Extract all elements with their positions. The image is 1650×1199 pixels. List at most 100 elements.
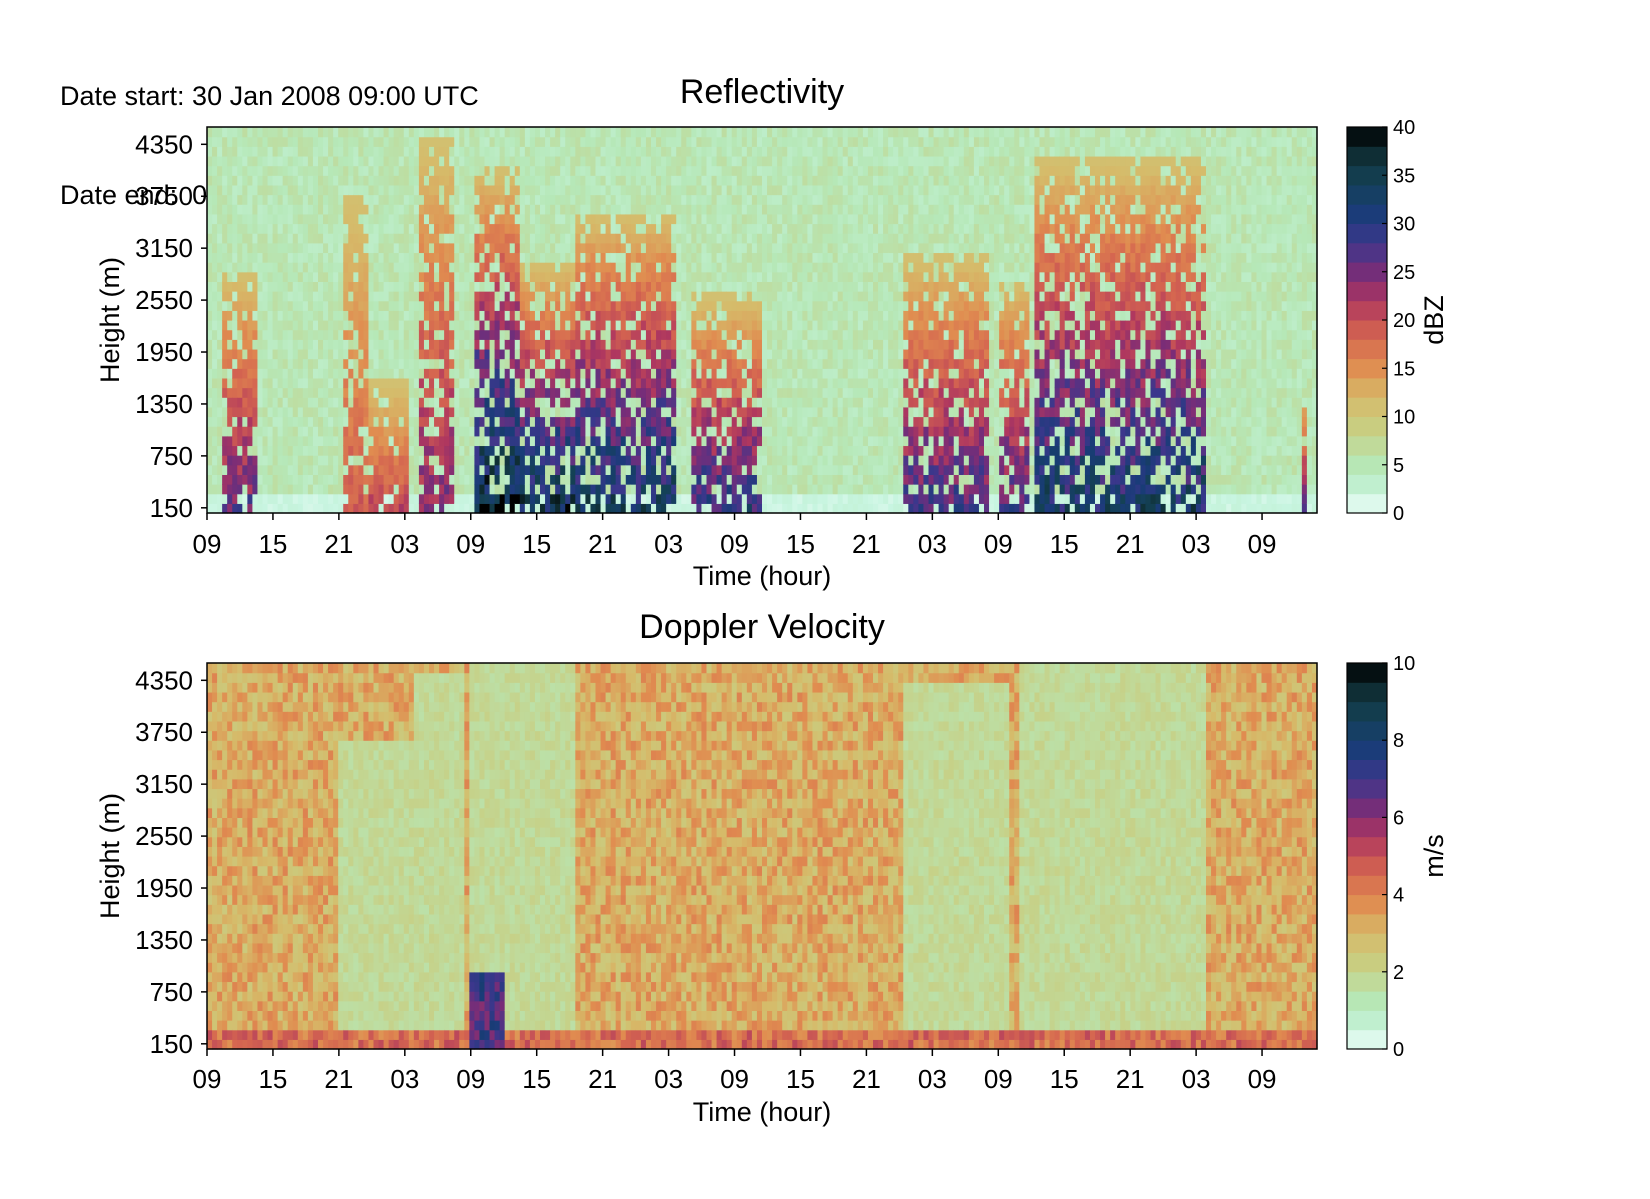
heatmap-cell bbox=[500, 388, 506, 398]
heatmap-cell bbox=[823, 455, 829, 465]
heatmap-cell bbox=[601, 330, 607, 340]
heatmap-cell bbox=[520, 185, 526, 195]
heatmap-cell bbox=[737, 233, 743, 243]
heatmap-cell bbox=[298, 262, 304, 272]
heatmap-cell bbox=[818, 426, 824, 436]
heatmap-cell bbox=[596, 320, 602, 330]
heatmap-cell bbox=[823, 397, 829, 407]
heatmap-cell bbox=[550, 359, 556, 369]
heatmap-cell bbox=[681, 252, 687, 262]
heatmap-cell bbox=[404, 175, 410, 185]
heatmap-cell bbox=[328, 407, 334, 417]
heatmap-cell bbox=[601, 436, 607, 446]
heatmap-cell bbox=[419, 349, 425, 359]
heatmap-cell bbox=[550, 417, 556, 427]
heatmap-cell bbox=[787, 291, 793, 301]
heatmap-cell bbox=[611, 185, 617, 195]
heatmap-cell bbox=[237, 494, 243, 504]
heatmap-cell bbox=[343, 407, 349, 417]
heatmap-cell bbox=[384, 494, 390, 504]
heatmap-cell bbox=[469, 397, 475, 407]
heatmap-cell bbox=[762, 175, 768, 185]
heatmap-cell bbox=[404, 310, 410, 320]
heatmap-cell bbox=[636, 349, 642, 359]
heatmap-cell bbox=[429, 397, 435, 407]
heatmap-cell bbox=[833, 195, 839, 205]
heatmap-cell bbox=[792, 137, 798, 147]
heatmap-cell bbox=[485, 378, 491, 388]
heatmap-cell bbox=[540, 243, 546, 253]
heatmap-cell bbox=[671, 224, 677, 234]
heatmap-cell bbox=[449, 407, 455, 417]
heatmap-cell bbox=[812, 127, 818, 137]
heatmap-cell bbox=[823, 146, 829, 156]
heatmap-cell bbox=[611, 262, 617, 272]
heatmap-cell bbox=[328, 127, 334, 137]
heatmap-cell bbox=[621, 214, 627, 224]
heatmap-cell bbox=[479, 204, 485, 214]
heatmap-cell bbox=[394, 378, 400, 388]
heatmap-cell bbox=[394, 243, 400, 253]
heatmap-cell bbox=[742, 224, 748, 234]
heatmap-cell bbox=[242, 137, 248, 147]
heatmap-cell bbox=[550, 494, 556, 504]
heatmap-cell bbox=[636, 359, 642, 369]
heatmap-cell bbox=[712, 407, 718, 417]
heatmap-cell bbox=[227, 272, 233, 282]
heatmap-cell bbox=[444, 417, 450, 427]
heatmap-cell bbox=[828, 175, 834, 185]
heatmap-cell bbox=[293, 388, 299, 398]
heatmap-cell bbox=[596, 378, 602, 388]
heatmap-cell bbox=[333, 272, 339, 282]
heatmap-cell bbox=[651, 175, 657, 185]
heatmap-cell bbox=[338, 388, 344, 398]
heatmap-cell bbox=[469, 388, 475, 398]
heatmap-cell bbox=[691, 127, 697, 137]
heatmap-cell bbox=[520, 330, 526, 340]
heatmap-cell bbox=[257, 243, 263, 253]
heatmap-cell bbox=[278, 397, 284, 407]
heatmap-cell bbox=[737, 204, 743, 214]
heatmap-cell bbox=[404, 359, 410, 369]
heatmap-cell bbox=[283, 224, 289, 234]
heatmap-cell bbox=[419, 243, 425, 253]
heatmap-cell bbox=[207, 407, 213, 417]
heatmap-cell bbox=[585, 272, 591, 282]
heatmap-cell bbox=[293, 320, 299, 330]
heatmap-cell bbox=[596, 137, 602, 147]
heatmap-cell bbox=[232, 445, 238, 455]
heatmap-cell bbox=[580, 417, 586, 427]
heatmap-cell bbox=[777, 368, 783, 378]
heatmap-cell bbox=[641, 175, 647, 185]
heatmap-cell bbox=[207, 195, 213, 205]
heatmap-cell bbox=[626, 455, 632, 465]
heatmap-cell bbox=[555, 494, 561, 504]
heatmap-cell bbox=[293, 224, 299, 234]
heatmap-cell bbox=[530, 407, 536, 417]
heatmap-cell bbox=[565, 175, 571, 185]
heatmap-cell bbox=[278, 445, 284, 455]
heatmap-cell bbox=[802, 272, 808, 282]
heatmap-cell bbox=[474, 127, 480, 137]
heatmap-cell bbox=[434, 214, 440, 224]
heatmap-cell bbox=[374, 397, 380, 407]
heatmap-cell bbox=[732, 349, 738, 359]
heatmap-cell bbox=[646, 166, 652, 176]
heatmap-cell bbox=[671, 397, 677, 407]
heatmap-cell bbox=[656, 281, 662, 291]
heatmap-cell bbox=[555, 320, 561, 330]
heatmap-cell bbox=[308, 388, 314, 398]
heatmap-cell bbox=[278, 320, 284, 330]
heatmap-cell bbox=[379, 465, 385, 475]
heatmap-cell bbox=[565, 137, 571, 147]
heatmap-cell bbox=[278, 474, 284, 484]
heatmap-cell bbox=[338, 233, 344, 243]
heatmap-cell bbox=[257, 320, 263, 330]
heatmap-cell bbox=[288, 224, 294, 234]
reflectivity-panel: Reflectivity1507501350195025503150375043… bbox=[95, 73, 1449, 591]
heatmap-cell bbox=[273, 281, 279, 291]
heatmap-cell bbox=[227, 484, 233, 494]
heatmap-cell bbox=[596, 252, 602, 262]
heatmap-cell bbox=[348, 291, 354, 301]
heatmap-cell bbox=[807, 310, 813, 320]
